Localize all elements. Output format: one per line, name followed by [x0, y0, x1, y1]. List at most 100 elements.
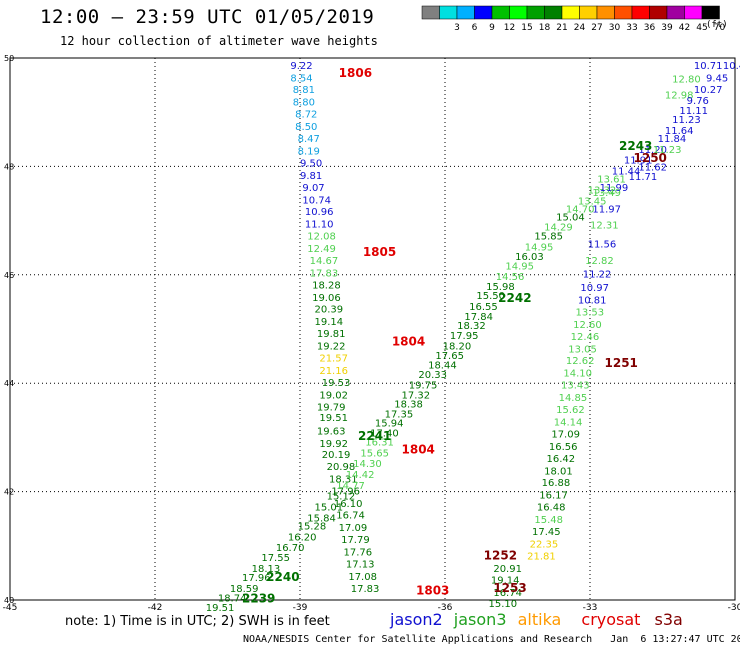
time-label: 2241 [358, 429, 391, 443]
data-label: 10.81 [578, 296, 607, 307]
legend-swatch [526, 5, 545, 20]
x-tick-label: -42 [148, 603, 163, 613]
data-label: 19.79 [317, 402, 346, 413]
y-tick-label: 40 [4, 596, 14, 605]
data-label: 12.98 [665, 91, 694, 102]
data-label: 13.45 [578, 196, 607, 207]
data-label: 13.61 [597, 175, 626, 186]
data-label: 14.10 [563, 369, 592, 380]
chart-subtitle: 12 hour collection of altimeter wave hei… [60, 34, 378, 48]
data-label: 17.83 [351, 584, 380, 595]
data-label: 11.64 [665, 126, 694, 137]
satellite-label-s3a: s3a [655, 610, 683, 629]
data-label: 19.53 [322, 378, 351, 389]
data-label: 19.51 [319, 413, 348, 424]
legend-swatch [544, 5, 563, 20]
data-label: 10.74 [302, 195, 331, 206]
data-label: 16.03 [515, 252, 544, 263]
data-label: 18.31 [329, 474, 358, 485]
data-label: 13.53 [576, 307, 605, 318]
data-label: 11.62 [638, 163, 667, 174]
data-label: 16.10 [334, 499, 363, 510]
data-label: 11.97 [592, 204, 621, 215]
data-label: 18.20 [443, 342, 472, 353]
data-label: 14.14 [554, 417, 583, 428]
data-label: 15.98 [486, 282, 515, 293]
time-label: 1805 [363, 245, 396, 259]
data-label: 10.27 [694, 85, 723, 96]
legend-tick: 42 [679, 23, 690, 33]
time-label: 2239 [242, 592, 275, 606]
data-label: 14.56 [496, 272, 525, 283]
data-label: 16.20 [288, 532, 317, 543]
data-label: 17.09 [339, 523, 368, 534]
time-label: 1251 [605, 356, 638, 370]
data-label: 17.45 [532, 527, 561, 538]
data-label: 19.92 [319, 439, 348, 450]
data-label: 11.99 [600, 183, 629, 194]
data-label: 18.44 [428, 361, 457, 372]
data-label: 14.95 [505, 261, 534, 272]
legend-tick: 9 [489, 23, 495, 33]
legend-swatch [614, 5, 633, 20]
data-label: 16.48 [537, 503, 566, 514]
data-label: 15.85 [534, 232, 563, 243]
data-label: 11.91 [624, 156, 653, 167]
legend-tick: 21 [556, 23, 567, 33]
data-label: 11.22 [583, 270, 612, 281]
time-label: 2242 [498, 291, 531, 305]
data-label: 14.70 [566, 204, 595, 215]
data-label: 8.47 [298, 134, 320, 145]
data-label: 15.94 [375, 419, 404, 430]
data-label: 8.80 [293, 98, 315, 109]
data-label: 16.88 [542, 478, 571, 489]
data-label: 17.55 [261, 553, 290, 564]
legend-swatch [666, 5, 685, 20]
data-label: 8.19 [298, 146, 320, 157]
data-label: 15.84 [307, 513, 336, 524]
data-label: 17.32 [402, 390, 431, 401]
y-tick-label: 46 [4, 271, 14, 280]
data-label: 17.65 [435, 351, 464, 362]
data-label: 15.01 [315, 503, 344, 514]
data-label: 11.44 [612, 167, 641, 178]
data-label: 17.79 [341, 535, 370, 546]
data-label: 11.23 [653, 145, 682, 156]
x-tick-label: -39 [293, 603, 308, 613]
legend-tick: 70 [714, 23, 726, 33]
data-label: 17.83 [310, 268, 339, 279]
legend-tick: 33 [626, 23, 637, 33]
data-label: 19.06 [312, 293, 341, 304]
data-label: 15.62 [556, 405, 585, 416]
time-label: 1804 [402, 443, 435, 457]
data-label: 14.77 [336, 481, 365, 492]
data-label: 12.31 [590, 221, 619, 232]
data-label: 16.74 [336, 511, 365, 522]
data-label: 11.84 [658, 134, 687, 145]
data-label: 9.07 [302, 183, 324, 194]
data-label: 15.28 [298, 522, 327, 533]
data-label: 9.81 [300, 171, 322, 182]
legend-swatch [561, 5, 580, 20]
time-label: 1804 [392, 334, 425, 348]
data-label: 18.38 [394, 400, 423, 411]
legend-swatch [421, 5, 440, 20]
data-label: 21.57 [319, 354, 348, 365]
legend-swatch [649, 5, 668, 20]
data-label: 19.22 [317, 342, 346, 353]
legend-swatch [491, 5, 510, 20]
data-label: 12.60 [573, 320, 602, 331]
data-label: 9.50 [300, 158, 322, 169]
legend-swatch [439, 5, 458, 20]
time-label: 1806 [339, 66, 372, 80]
data-label: 14.29 [544, 222, 573, 233]
data-label: 9.76 [687, 96, 709, 107]
data-label: 11.56 [588, 240, 617, 251]
data-label: 15.12 [327, 492, 356, 503]
data-label: 13.49 [592, 188, 621, 199]
data-label: 17.09 [551, 429, 580, 440]
legend-swatch [596, 5, 615, 20]
time-label: 1252 [484, 548, 517, 562]
data-label: 17.08 [348, 572, 377, 583]
